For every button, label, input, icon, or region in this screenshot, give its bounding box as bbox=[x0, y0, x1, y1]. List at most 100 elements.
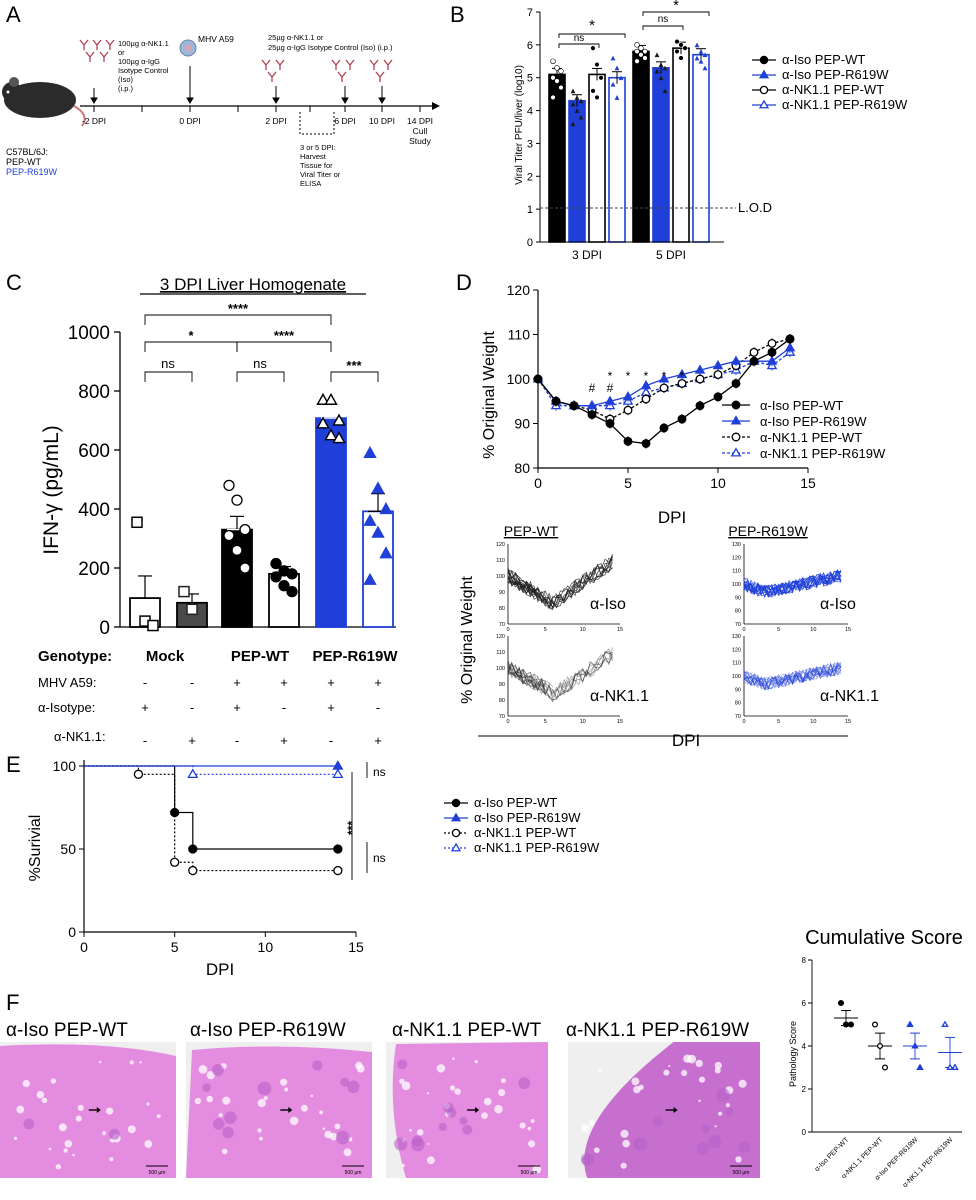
dsmall-trajectory bbox=[743, 668, 842, 686]
f-histo-vessel bbox=[146, 1102, 150, 1106]
dsmall-ytick-label: 100 bbox=[732, 674, 741, 680]
c-point bbox=[371, 525, 385, 538]
f-histo-vessel bbox=[13, 1136, 18, 1141]
sig-label: * bbox=[673, 0, 679, 14]
f-histo-tissue bbox=[0, 1044, 176, 1178]
dsmall-trajectory bbox=[743, 661, 842, 689]
c-sig-labels: **** * **** ns ns *** bbox=[161, 301, 362, 373]
f-histo-vessel bbox=[409, 1128, 412, 1132]
c-title: 3 DPI Liver Homogenate bbox=[160, 275, 346, 294]
f-histo-vessel bbox=[222, 1096, 231, 1105]
b-point bbox=[590, 88, 596, 94]
f-histo-lesion bbox=[716, 1088, 730, 1102]
c-point bbox=[332, 431, 346, 444]
b-point bbox=[674, 48, 680, 55]
legend-marker bbox=[731, 400, 741, 410]
c-point bbox=[178, 585, 190, 598]
f-histo-vessel bbox=[55, 1164, 62, 1170]
c-row-value: - bbox=[190, 675, 194, 690]
f-histo-vessel bbox=[355, 1061, 363, 1070]
d-point bbox=[586, 400, 598, 410]
c-row-value: + bbox=[280, 675, 288, 690]
f-histo-vessel bbox=[426, 1091, 430, 1095]
c-point bbox=[186, 603, 198, 616]
legend-label: α-Iso PEP-R619W bbox=[474, 810, 581, 825]
f-histo-vessel bbox=[401, 1081, 411, 1091]
f-ytick-label: 6 bbox=[802, 999, 807, 1008]
f-histo-vessel bbox=[401, 1163, 405, 1168]
f-histo-lesion bbox=[394, 1137, 408, 1151]
f-histo-vessel bbox=[620, 1129, 629, 1138]
dsmall-xtick-label: 0 bbox=[742, 627, 745, 633]
f-histo-vessel bbox=[454, 1088, 461, 1095]
dsmall-col-title-r619w: PEP-R619W bbox=[728, 523, 808, 539]
harvest-line: Harvest bbox=[300, 152, 327, 161]
d-point bbox=[784, 342, 796, 352]
f-histo-vessel bbox=[426, 1156, 435, 1165]
dsmall-trajectory bbox=[743, 569, 842, 597]
f-point bbox=[881, 1064, 889, 1071]
b-point bbox=[590, 45, 596, 51]
dsmall-xtick-label: 15 bbox=[617, 719, 623, 725]
dsmall-trajectory bbox=[743, 569, 842, 597]
b-bar bbox=[692, 53, 710, 243]
b-point bbox=[654, 52, 660, 58]
b-bar bbox=[568, 99, 586, 243]
d-point bbox=[623, 436, 633, 446]
dsmall-trajectory bbox=[507, 664, 546, 691]
f-histo-vessel bbox=[668, 1064, 671, 1068]
legend-label: α-NK1.1 PEP-R619W bbox=[760, 446, 886, 461]
dsmall-trajectory bbox=[507, 664, 546, 687]
f-point bbox=[911, 1041, 919, 1049]
b-point bbox=[702, 52, 708, 58]
panel-f: F α-Iso PEP-WT 500 µm α-Iso PEP-R619W 500 µ… bbox=[0, 990, 760, 1178]
f-histo-vessel bbox=[681, 1069, 688, 1077]
dsmall-trajectory bbox=[743, 663, 842, 689]
d-point bbox=[658, 373, 670, 383]
mouse-genotype-wt: PEP-WT bbox=[6, 157, 42, 167]
f-point bbox=[906, 1020, 914, 1027]
dsmall-xtick-label: 0 bbox=[506, 719, 509, 725]
c-point bbox=[286, 585, 298, 598]
f-histo-title: α-NK1.1 PEP-WT bbox=[392, 1020, 542, 1041]
dsmall-xtick-label: 10 bbox=[810, 719, 816, 725]
c-point bbox=[324, 428, 338, 441]
d-annotation: * bbox=[680, 369, 685, 383]
legend-label: α-NK1.1 PEP-R619W bbox=[782, 97, 908, 112]
f-histo-vessel bbox=[257, 1128, 262, 1133]
e-axes: 0 50 100 0 5 10 15 bbox=[53, 758, 364, 955]
sig-label: *** bbox=[346, 358, 362, 373]
f-histo-vessel bbox=[127, 1125, 136, 1134]
dsmall-trajectory bbox=[507, 667, 546, 687]
f-histo-vessel bbox=[498, 1088, 506, 1097]
treat-line: 25µg α-IgG Isotype Control (Iso) (i.p.) bbox=[268, 43, 393, 52]
e-xtick-label: 5 bbox=[171, 939, 179, 955]
dsmall-trajectory bbox=[507, 654, 613, 701]
f-histo-arrowhead bbox=[475, 1107, 480, 1113]
d-point bbox=[712, 360, 724, 370]
cull-label: Cull bbox=[413, 126, 428, 136]
panel-b: B Viral Titer PFU/liver (log10) 0 1 2 3 4 5 6 7… bbox=[450, 0, 908, 262]
f-histo-vessel bbox=[735, 1156, 742, 1163]
dsmall-xtick-label: 0 bbox=[506, 627, 509, 633]
f-histo-vessel bbox=[588, 1119, 596, 1126]
b-bars bbox=[548, 41, 710, 243]
dsmall-trajectory bbox=[507, 671, 546, 687]
b-ylabel: Viral Titer PFU/liver (log10) bbox=[514, 65, 525, 185]
dsmall-ytick-label: 120 bbox=[732, 647, 741, 653]
e-ytick-label: 0 bbox=[68, 924, 76, 940]
f-histo-lesion bbox=[312, 1060, 323, 1071]
dsmall-trajectory bbox=[743, 570, 842, 597]
c-point bbox=[131, 516, 143, 529]
dsmall-trajectory bbox=[507, 648, 613, 701]
dsmall-col-title-wt: PEP-WT bbox=[504, 523, 559, 539]
d-point bbox=[587, 410, 597, 420]
d-point bbox=[659, 423, 669, 433]
b-ytick-label: 1 bbox=[527, 204, 533, 216]
f-histo-vessel bbox=[322, 1127, 326, 1131]
d-annotation: * bbox=[626, 369, 631, 383]
f-histo-vessel bbox=[194, 1097, 202, 1105]
c-ytick-label: 800 bbox=[78, 382, 110, 403]
b-ytick-label: 0 bbox=[527, 237, 533, 249]
dsmall-trajectory bbox=[743, 662, 842, 690]
